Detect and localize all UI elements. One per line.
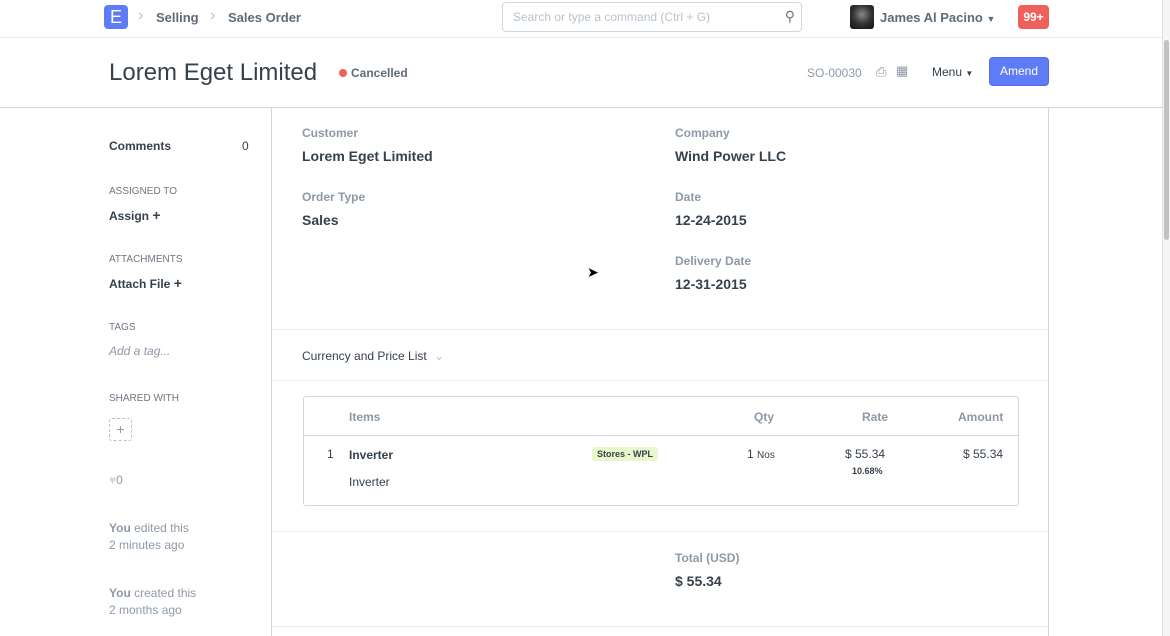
date-value: 12-24-2015 [675, 212, 747, 228]
search-placeholder: Search or type a command (Ctrl + G) [513, 10, 711, 24]
grid-icon[interactable]: ▦ [896, 63, 909, 78]
divider [272, 626, 1048, 627]
activity-user: You [109, 521, 131, 535]
activity-action: edited this [134, 521, 189, 535]
section-title: Currency and Price List [302, 349, 427, 363]
column-header-rate: Rate [862, 410, 889, 424]
user-name: James Al Pacino [880, 10, 983, 25]
company-value[interactable]: Wind Power LLC [675, 148, 787, 164]
rate: $ 55.34 [845, 447, 886, 461]
total-label: Total (USD) [675, 551, 740, 565]
chevron-right-icon: › [210, 7, 216, 24]
customer-value[interactable]: Lorem Eget Limited [302, 148, 433, 164]
page-title: Lorem Eget Limited [109, 59, 318, 86]
comments-count: 0 [242, 139, 249, 153]
shared-with-label: SHARED WITH [109, 393, 179, 404]
warehouse-tag: Stores - WPL [592, 447, 659, 461]
add-share-button[interactable]: + [109, 418, 132, 441]
breadcrumb-selling[interactable]: Selling [156, 10, 199, 25]
divider [272, 329, 1048, 330]
activity-item: You edited this 2 minutes ago [109, 520, 189, 554]
plus-icon: + [173, 275, 182, 291]
attach-label: Attach File [109, 277, 171, 291]
date-label: Date [675, 190, 702, 204]
row-index: 1 [327, 447, 334, 461]
chevron-right-icon: › [138, 7, 144, 24]
status-dot [339, 69, 347, 77]
attach-file-button[interactable]: Attach File + [109, 275, 182, 291]
tags-label: TAGS [109, 322, 136, 333]
attachments-label: ATTACHMENTS [109, 254, 183, 265]
company-label: Company [675, 126, 730, 140]
scrollbar[interactable] [1162, 0, 1170, 636]
user-menu[interactable]: James Al Pacino ▼ [880, 10, 995, 25]
activity-user: You [109, 586, 131, 600]
plus-icon: + [152, 207, 161, 223]
discount: 10.68% [852, 466, 883, 476]
column-header-qty: Qty [754, 410, 775, 424]
currency-section-toggle[interactable]: Currency and Price List ⌄ [302, 349, 444, 363]
status-badge: Cancelled [339, 66, 408, 80]
activity-item: You created this 2 months ago [109, 585, 196, 619]
avatar[interactable] [850, 5, 874, 29]
search-icon: ⚲ [784, 8, 795, 24]
item-code: Inverter [349, 448, 394, 462]
chevron-down-icon: ⌄ [434, 349, 445, 363]
mouse-cursor-icon: ➤ [587, 264, 599, 280]
divider [272, 531, 1048, 532]
form-body: Customer Lorem Eget Limited Company Wind… [271, 108, 1049, 636]
breadcrumb-sales-order[interactable]: Sales Order [228, 10, 301, 25]
activity-action: created this [134, 586, 197, 600]
heart-icon: ♥ [109, 473, 117, 487]
column-header-items: Items [349, 410, 381, 424]
delivery-date-label: Delivery Date [675, 254, 752, 268]
like-button[interactable]: ♥0 [109, 473, 123, 487]
scrollbar-thumb[interactable] [1164, 40, 1169, 240]
like-count: 0 [116, 473, 123, 487]
caret-down-icon: ▼ [986, 14, 996, 24]
divider [272, 380, 1048, 381]
activity-time: 2 months ago [109, 603, 182, 617]
column-header-amount: Amount [958, 410, 1004, 424]
customer-label: Customer [302, 126, 359, 140]
delivery-date-value: 12-31-2015 [675, 276, 747, 292]
assigned-to-label: ASSIGNED TO [109, 186, 177, 197]
items-table: Items Qty Rate Amount 1 Inverter Inverte… [303, 396, 1019, 506]
amend-button[interactable]: Amend [989, 57, 1049, 86]
assign-label: Assign [109, 209, 150, 223]
page-header: Lorem Eget Limited Cancelled SO-00030 ⎙ … [0, 38, 1162, 108]
search-input[interactable]: Search or type a command (Ctrl + G) ⚲ [502, 2, 802, 32]
print-icon[interactable]: ⎙ [876, 64, 887, 79]
notifications-badge[interactable]: 99+ [1018, 5, 1049, 29]
navbar: E › Selling › Sales Order Search or type… [0, 0, 1162, 38]
add-tag-input[interactable]: Add a tag... [109, 344, 171, 358]
qty: 1 Nos [747, 447, 775, 461]
menu-button[interactable]: Menu ▼ [932, 65, 973, 79]
document-number: SO-00030 [807, 66, 862, 80]
item-description: Inverter [349, 475, 390, 489]
status-text: Cancelled [351, 66, 408, 80]
order-type-value: Sales [302, 212, 339, 228]
comments-label[interactable]: Comments [109, 139, 172, 153]
qty-value: 1 [747, 447, 754, 461]
caret-down-icon: ▼ [965, 69, 974, 78]
uom: Nos [757, 450, 775, 461]
app-logo[interactable]: E [104, 5, 128, 29]
assign-button[interactable]: Assign + [109, 207, 161, 223]
order-type-label: Order Type [302, 190, 366, 204]
activity-time: 2 minutes ago [109, 538, 185, 552]
amount: $ 55.34 [963, 447, 1004, 461]
total-value: $ 55.34 [675, 573, 722, 589]
menu-label: Menu [932, 65, 963, 79]
